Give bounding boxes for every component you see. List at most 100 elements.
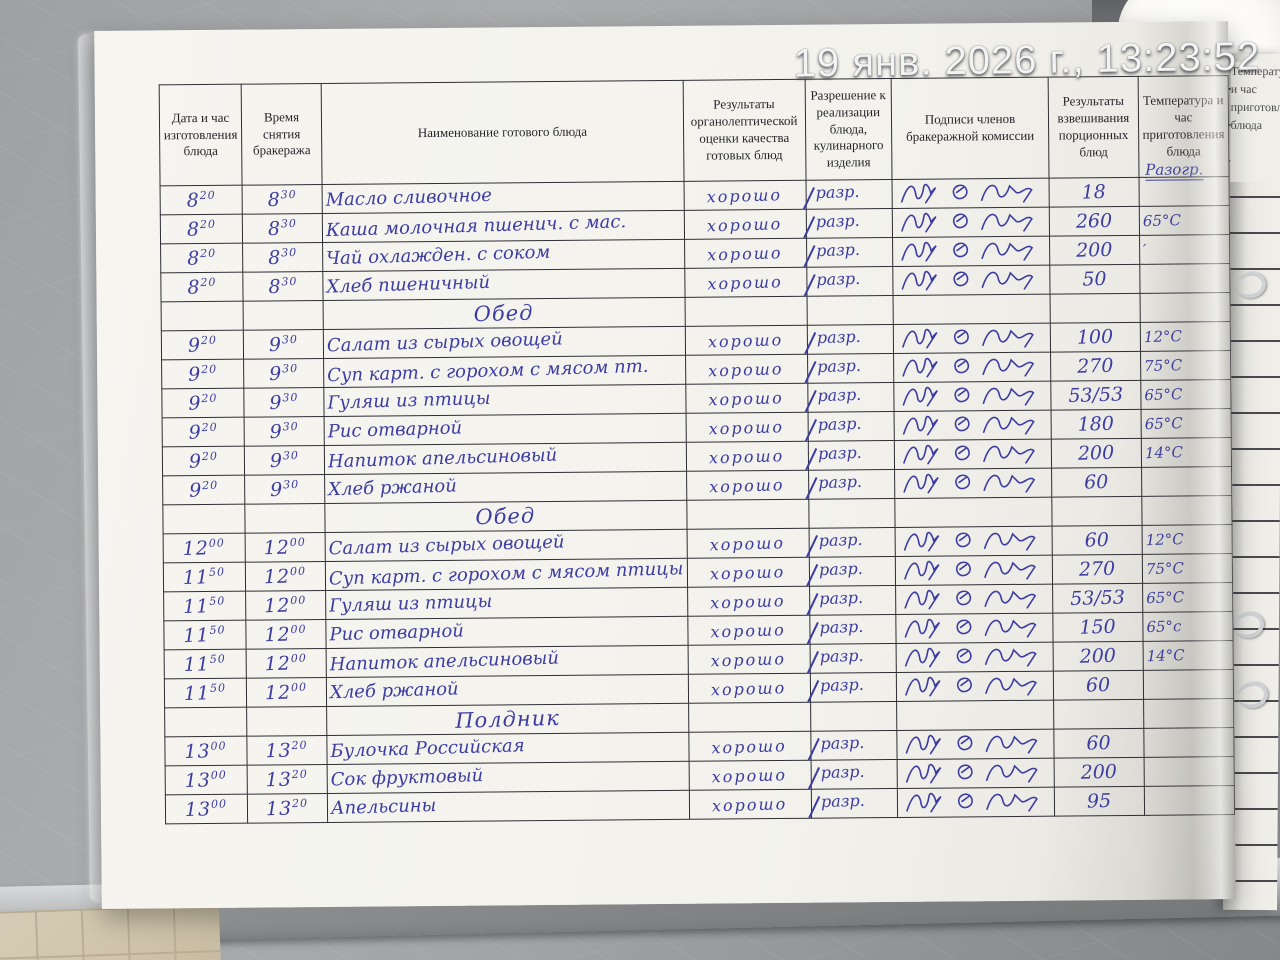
handwriting: 60	[1084, 470, 1109, 494]
cell-permission: разр.	[804, 440, 895, 471]
handwriting: разр.	[815, 210, 860, 232]
handwriting: 12°C	[1145, 530, 1184, 550]
col-header-evaluation: Результаты органолептической оценки каче…	[682, 79, 806, 182]
cell-temperature	[1143, 756, 1235, 787]
cell-evaluation: хорошо	[684, 267, 807, 298]
cell-prep-time: 820	[160, 272, 244, 302]
handwriting: 1150	[183, 652, 227, 676]
cell-check-time: 930	[243, 358, 324, 389]
col-header-permission: Разрешение к реализации блюда, кулинарно…	[804, 78, 893, 181]
cell-check-time: 1200	[246, 677, 327, 708]
signature-scribble-icon	[902, 328, 1034, 349]
handwriting: 930	[269, 419, 299, 443]
handwriting: 60	[1084, 528, 1110, 552]
cell-temperature: 12°C	[1141, 524, 1233, 555]
cell-dish-name: Гуляш из птицы	[325, 587, 688, 620]
cell-prep-time: 820	[160, 243, 243, 273]
cell-sign	[896, 700, 1054, 731]
cell-check-time: 1200	[245, 561, 326, 592]
signature-scribble-icon	[902, 415, 1035, 436]
cell-check-time: 830	[242, 184, 323, 215]
handwriting: хорошо	[707, 213, 783, 235]
handwriting: 65°c	[1145, 617, 1182, 637]
cell-perm	[808, 498, 896, 529]
handwriting: 930	[269, 477, 300, 501]
cell-prep-time: 1200	[163, 533, 246, 563]
handwriting: хорошо	[707, 242, 784, 264]
handwriting: 1300	[184, 739, 228, 763]
signature-scribble-icon	[903, 473, 1036, 494]
col-header-dish-name: Наименование готового блюда	[321, 80, 684, 185]
handwriting: 53/53	[1068, 383, 1124, 408]
dish-row: 1150 1200 Гуляш из птицы хорошо разр. 53/53 65…	[163, 582, 1233, 621]
cell-permission: разр.	[805, 469, 895, 500]
handwriting: Рис отварной	[329, 619, 465, 645]
handwriting: Напиток апельсиновый	[329, 647, 560, 675]
handwriting: 180	[1077, 412, 1115, 436]
cell-evaluation: хорошо	[685, 354, 808, 385]
dish-row: 820 830 Масло сливочное хорошо разр. 18	[160, 176, 1230, 215]
handwriting: 1200	[264, 651, 308, 676]
cell-weight: 50	[1049, 264, 1140, 295]
handwriting: 18	[1081, 180, 1107, 204]
cell-prep-time: 920	[162, 475, 245, 505]
dish-row: 1300 1320 Булочка Российская хорошо разр. 60	[164, 727, 1235, 766]
floor-tiles	[0, 904, 222, 960]
handwriting: 930	[269, 390, 299, 414]
handwriting: 1150	[183, 623, 227, 647]
handwriting: Рис отварной	[327, 416, 463, 442]
handwriting: 200	[1079, 644, 1117, 668]
handwriting: Обед	[473, 300, 535, 327]
cell-dish-name: Рис отварной	[325, 616, 688, 649]
cell-section-label: Обед	[323, 297, 685, 330]
cell-prep-time: 920	[161, 330, 244, 360]
dish-row: 920 930 Хлеб ржаной хорошо разр. 60	[162, 466, 1232, 505]
cell-dish-name: Хлеб ржаной	[326, 674, 689, 707]
cell-permission: разр.	[804, 353, 894, 384]
cell-weight: 60	[1052, 525, 1143, 556]
cell-check-time: 830	[242, 213, 323, 244]
col-header-signatures: Подписи членов бракеражной комиссии	[891, 77, 1050, 180]
handwriting: хорошо	[708, 416, 785, 438]
cell-dish-name: Хлеб ржаной	[324, 471, 687, 504]
handwriting: 65°C	[1145, 588, 1185, 608]
cell-permission: разр.	[807, 788, 898, 819]
cell-temp	[1139, 292, 1231, 323]
handwriting: разр.	[820, 790, 865, 812]
handwriting: хорошо	[710, 619, 787, 641]
cell-evaluation: хорошо	[686, 557, 810, 588]
handwriting: 920	[187, 362, 218, 386]
cell-dish-name: Чай охлажден. с соком	[322, 239, 685, 272]
dish-row: 1150 1200 Рис отварной хорошо разр. 150 65°c	[163, 611, 1234, 650]
handwriting: 830	[268, 274, 298, 298]
cell-check-time: 930	[244, 416, 325, 447]
cell-temperature: 14°C	[1141, 437, 1232, 468]
handwriting: 830	[267, 216, 298, 240]
cell-temperature	[1144, 785, 1235, 816]
cell-evaluation: хорошо	[685, 441, 809, 472]
cell-dish-name: Каша молочная пшенич. с мас.	[322, 210, 685, 243]
cell-prep-time: 1300	[165, 794, 248, 824]
handwriting: Булочка Российская	[330, 734, 525, 762]
handwriting: 920	[188, 391, 218, 415]
dish-row: 1150 1200 Хлеб ржаной хорошо разр. 60	[164, 669, 1234, 708]
handwriting: 1200	[182, 536, 226, 560]
cell-temperature: 65°C	[1140, 408, 1232, 439]
signature-scribble-icon	[904, 589, 1037, 610]
handwriting: Салат из сырых овощей	[328, 530, 565, 559]
cell-check-time: 830	[242, 271, 324, 302]
cell-evaluation: хорошо	[687, 673, 811, 704]
cell-evaluation: хорошо	[687, 615, 810, 646]
cell-check	[243, 300, 324, 331]
cell-temperature	[1141, 466, 1232, 497]
cell-weight: 260	[1049, 206, 1140, 237]
handwriting: разр.	[818, 529, 863, 551]
cell-perm	[806, 295, 894, 326]
cell-evaluation: хорошо	[686, 528, 809, 559]
handwriting: хорошо	[711, 677, 787, 699]
handwriting: 53/53	[1069, 586, 1126, 611]
handwriting: ′	[1142, 240, 1147, 259]
handwriting: 830	[267, 187, 297, 211]
handwriting: хорошо	[710, 561, 786, 583]
cell-check-time: 930	[243, 329, 324, 360]
